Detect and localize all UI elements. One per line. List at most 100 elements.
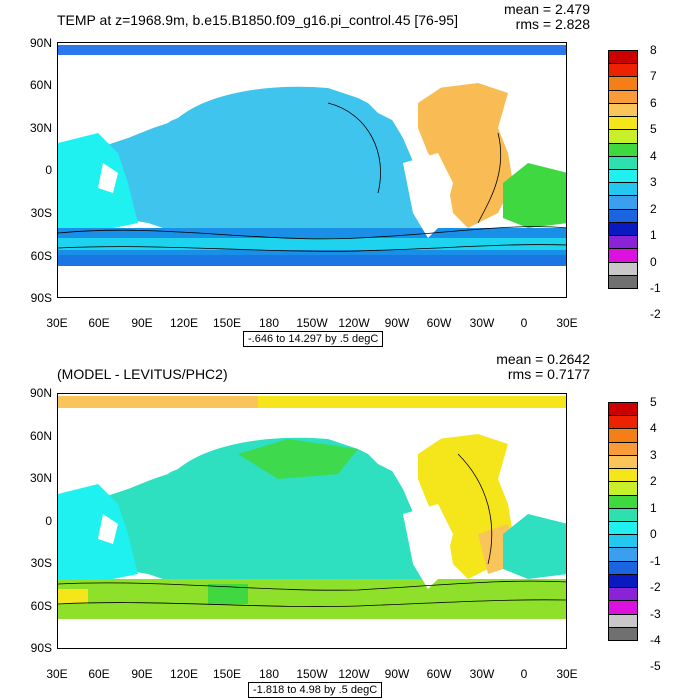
colorbar-tick-label: 8 <box>650 43 657 57</box>
colorbar <box>608 402 638 641</box>
colorbar-swatch <box>608 481 638 496</box>
y-tick-label: 30N <box>29 471 52 485</box>
colorbar-swatch <box>608 89 638 104</box>
colorbar-tick-label: 4 <box>650 148 657 163</box>
australia-landmass <box>98 163 118 193</box>
colorbar-swatch <box>608 235 638 250</box>
y-tick-label: 0 <box>45 514 52 528</box>
x-tick-label: 60W <box>426 316 452 330</box>
y-tick-label: 30N <box>29 121 52 135</box>
colorbar-tick-label: 0 <box>650 527 657 542</box>
panel-title: TEMP at z=1968.9m, b.e15.B1850.f09_g16.p… <box>57 12 458 28</box>
x-tick-label: 90W <box>384 667 410 681</box>
x-tick-label: 120W <box>338 667 370 681</box>
colorbar-tick-label: 1 <box>650 500 657 515</box>
y-tick-label: 60N <box>29 429 52 443</box>
x-tick-label: 120E <box>169 667 199 681</box>
x-tick-label: 30E <box>46 667 68 681</box>
x-tick-label: 90E <box>131 316 153 330</box>
indian-ocean-region <box>58 484 138 584</box>
x-tick-label: 30E <box>556 316 578 330</box>
pacific-ocean-region <box>88 86 433 253</box>
rms-value: rms = 2.828 <box>515 16 590 32</box>
colorbar-swatch <box>608 441 638 456</box>
y-tick-label: 90N <box>29 36 52 50</box>
colorbar-swatch <box>608 573 638 589</box>
north-america-landmass <box>358 414 478 474</box>
x-tick-label: 150W <box>296 667 328 681</box>
australia-landmass <box>98 514 118 544</box>
colorbar-tick-label: -2 <box>650 580 661 595</box>
colorbar-swatch <box>608 587 638 602</box>
colorbar-swatch <box>608 221 638 237</box>
x-tick-label: 150E <box>212 667 242 681</box>
temperature-map <box>58 45 566 297</box>
south-america-landmass <box>403 504 453 589</box>
y-tick-label: 60N <box>29 78 52 92</box>
colorbar-swatch <box>608 142 638 157</box>
colorbar-swatch <box>608 534 638 549</box>
colorbar-tick-label: 0 <box>650 254 657 269</box>
asia-landmass <box>58 409 208 484</box>
x-tick-label: 30E <box>46 316 68 330</box>
colorbar-swatch <box>608 454 638 470</box>
mean-value: mean = 0.2642 <box>496 351 590 367</box>
colorbar-tick-label: -5 <box>650 659 661 674</box>
y-tick-label: 90S <box>30 291 52 305</box>
colorbar-tick-label: 5 <box>650 122 657 137</box>
indian-ocean-region <box>58 133 138 233</box>
x-tick-label: 180 <box>258 316 280 330</box>
colorbar-tick-label: 6 <box>650 95 657 110</box>
colorbar-swatch <box>608 76 638 91</box>
colorbar-swatch <box>608 169 638 184</box>
y-tick-label: 30S <box>30 556 52 570</box>
colorbar-swatch <box>608 613 638 628</box>
y-tick-label: 90S <box>30 641 52 655</box>
rms-value: rms = 0.7177 <box>507 366 590 382</box>
difference-map <box>58 396 566 648</box>
y-tick-label: 90N <box>29 386 52 400</box>
x-tick-label: 150W <box>296 316 328 330</box>
colorbar-swatch <box>608 521 638 536</box>
mean-value: mean = 2.479 <box>503 1 590 17</box>
colorbar-swatch <box>608 547 638 562</box>
colorbar-swatch <box>608 63 638 78</box>
colorbar-tick-label: 4 <box>650 421 657 436</box>
colorbar-tick-label: 7 <box>650 69 657 84</box>
x-tick-label: 60W <box>426 667 452 681</box>
map-plot-area <box>57 393 567 649</box>
colorbar-swatch <box>608 116 638 131</box>
x-tick-label: 0 <box>520 316 528 330</box>
north-america-landmass <box>358 63 478 123</box>
colorbar-tick-label: 5 <box>650 395 657 409</box>
southern-ocean-region <box>58 579 566 619</box>
asia-landmass <box>58 58 208 133</box>
colorbar-tick-label: 3 <box>650 447 657 462</box>
colorbar-swatch <box>608 129 638 144</box>
x-tick-label: 0 <box>520 667 528 681</box>
colorbar-swatch <box>608 600 638 615</box>
x-tick-label: 90W <box>384 316 410 330</box>
atlantic-ocean-region <box>418 83 513 228</box>
contour-range-label: -.646 to 14.297 by .5 degC <box>243 331 384 347</box>
x-tick-label: 30W <box>469 316 495 330</box>
colorbar-swatch <box>608 402 638 417</box>
x-tick-label: 30W <box>469 667 495 681</box>
panel-title: (MODEL - LEVITUS/PHC2) <box>57 366 228 382</box>
colorbar-tick-label: -4 <box>650 633 661 647</box>
colorbar-swatch <box>608 182 638 197</box>
arctic-ocean-region <box>58 45 566 55</box>
contour-range-label: -1.818 to 4.98 by .5 degC <box>248 682 383 698</box>
x-tick-label: 150E <box>212 316 242 330</box>
pacific-ocean-region <box>88 437 433 604</box>
arctic-ocean-region <box>58 396 258 408</box>
colorbar-tick-label: -3 <box>650 606 661 621</box>
colorbar-tick-label: -1 <box>650 281 661 295</box>
africa-europe-landmass <box>508 434 566 514</box>
africa-europe-landmass <box>508 83 566 163</box>
colorbar-swatch <box>608 626 638 641</box>
map-plot-area <box>57 42 567 298</box>
south-america-landmass <box>403 153 453 238</box>
antarctica-landmass <box>58 266 566 297</box>
colorbar-tick-label: 2 <box>650 201 657 216</box>
